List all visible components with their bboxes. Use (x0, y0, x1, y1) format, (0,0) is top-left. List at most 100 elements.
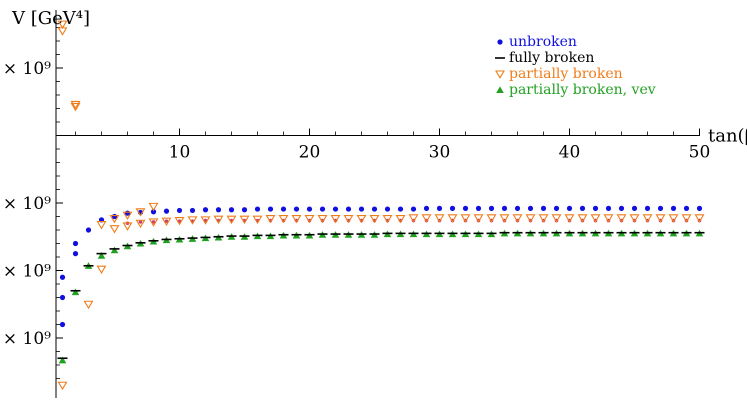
x-axis-label: tan(β) (708, 126, 747, 147)
data-point (59, 294, 66, 301)
data-point (228, 207, 235, 213)
data-point (58, 356, 67, 364)
data-point (447, 214, 458, 223)
data-point (109, 225, 120, 234)
data-point (161, 217, 172, 227)
legend-marker (497, 39, 503, 45)
series-0 (59, 205, 703, 328)
data-point (200, 216, 211, 225)
data-point (138, 220, 143, 224)
legend-entry-label: unbroken (509, 34, 577, 50)
data-point (460, 214, 471, 223)
data-point (369, 214, 380, 224)
data-point (187, 216, 198, 225)
data-point (356, 214, 367, 224)
y-tick-label: −1 × 10⁹ (0, 194, 51, 214)
data-point (163, 208, 170, 214)
series-2 (57, 20, 705, 391)
data-point (135, 208, 146, 217)
data-point (319, 206, 326, 212)
data-point (527, 205, 534, 211)
data-point (683, 205, 690, 211)
data-point (473, 214, 484, 223)
data-point (345, 206, 352, 212)
data-point (499, 214, 510, 223)
data-point (371, 206, 378, 212)
axes: 10 20 30 40 50 1 × 10⁹ −1 × 10⁹ −2 × 10⁹ −3 × 10… (0, 8, 747, 398)
data-point (96, 265, 107, 275)
data-point (70, 100, 81, 110)
data-point (618, 205, 625, 211)
data-point (475, 205, 482, 211)
data-point (566, 205, 573, 211)
data-point (304, 214, 315, 224)
data-point (434, 214, 445, 223)
data-point (631, 205, 638, 211)
data-point (540, 205, 547, 211)
data-point (670, 205, 677, 211)
x-tick-label: 20 (299, 143, 321, 163)
data-point (358, 206, 365, 212)
data-point (553, 205, 560, 211)
data-point (215, 207, 222, 213)
data-point (148, 218, 159, 227)
data-point (577, 214, 588, 223)
data-point (72, 251, 79, 257)
data-point (293, 206, 300, 212)
data-point (109, 214, 120, 224)
data-point (267, 206, 274, 212)
data-point (57, 381, 68, 391)
data-point (343, 214, 354, 224)
x-tick-label: 50 (689, 143, 711, 163)
x-tick-label: 10 (169, 143, 191, 163)
data-point (70, 102, 81, 112)
data-point (85, 227, 92, 233)
data-point (603, 214, 614, 223)
legend-entry-label: partially broken (509, 66, 623, 82)
data-point (501, 205, 508, 211)
data-point (280, 206, 287, 212)
data-point (564, 214, 575, 223)
data-point (241, 207, 248, 213)
data-point (151, 220, 156, 224)
data-point (252, 215, 263, 225)
data-point (97, 252, 106, 259)
data-point (332, 206, 339, 212)
data-point (291, 214, 302, 224)
data-point (592, 205, 599, 211)
data-point (265, 214, 276, 224)
legend-entry-label: partially broken, vev (509, 82, 656, 98)
data-point (644, 205, 651, 211)
legend-marker (496, 86, 504, 94)
data-point (696, 205, 703, 211)
data-point (655, 214, 666, 223)
data-point (408, 214, 419, 223)
data-point (174, 217, 185, 226)
data-point (202, 207, 209, 213)
data-point (189, 207, 196, 214)
data-point (317, 214, 328, 224)
data-point (59, 274, 66, 280)
data-point (551, 214, 562, 223)
data-point (681, 214, 692, 223)
data-point (488, 205, 495, 211)
data-point (57, 20, 68, 30)
data-point (410, 206, 417, 212)
data-point (135, 219, 146, 229)
data-point (59, 321, 66, 328)
legend-marker (495, 70, 505, 79)
legend-entry-label: fully broken (509, 50, 594, 66)
data-point (306, 206, 313, 212)
data-point (110, 246, 119, 254)
data-point (616, 214, 627, 223)
data-point (213, 215, 224, 225)
y-tick-label: −2 × 10⁹ (0, 262, 51, 282)
data-point (278, 214, 289, 224)
data-point (642, 214, 653, 223)
data-point (579, 205, 586, 211)
data-point (148, 202, 159, 212)
data-point (694, 214, 705, 223)
data-point (382, 214, 393, 224)
